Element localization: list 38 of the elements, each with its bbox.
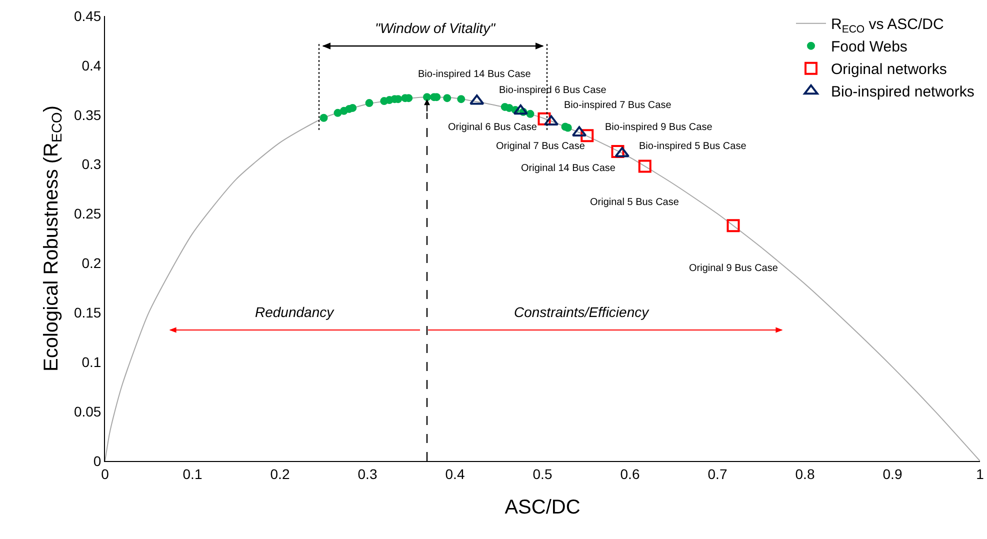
y-tick-label: 0.2 — [82, 255, 102, 272]
legend-label: R$_{ECO}$ vs ASC/DC — [831, 16, 944, 36]
y-tick-label: 0.25 — [74, 206, 102, 222]
y-tick-label: 0.4 — [82, 57, 102, 74]
legend-label: Original networks — [831, 61, 947, 78]
y-tick-label: 0.3 — [82, 156, 102, 172]
x-tick-label: 0.1 — [182, 466, 202, 482]
y-tick-label: 0.15 — [74, 304, 102, 321]
x-tick-label: 0.7 — [708, 466, 728, 482]
annotation: Original 14 Bus Case — [521, 163, 616, 174]
x-tick-label: 0.2 — [270, 466, 290, 482]
annotation: Bio-inspired 7 Bus Case — [564, 100, 672, 111]
y-tick-label: 0.1 — [82, 354, 102, 370]
x-tick-label: 0.6 — [620, 466, 640, 482]
annotation: Original 6 Bus Case — [448, 122, 538, 133]
x-tick-label: 0.8 — [795, 466, 815, 482]
y-tick-label: 0.45 — [74, 8, 102, 24]
legend-label: Food Webs — [831, 38, 908, 56]
y-tick-label: 0 — [93, 452, 102, 469]
annotation: "Window of Vitality" — [375, 20, 496, 36]
annotation: Bio-inspired 14 Bus Case — [418, 69, 532, 80]
annotation: Original 9 Bus Case — [689, 263, 778, 274]
x-tick-label: 0.5 — [532, 466, 552, 482]
legend-label: Bio-inspired networks — [831, 84, 974, 101]
x-axis-title: ASC/DC — [504, 496, 580, 518]
annotation: Redundancy — [255, 304, 335, 320]
annotation: Constraints/Efficiency — [514, 304, 650, 320]
annotation: Bio-inspired 9 Bus Case — [605, 122, 713, 133]
y-tick-label: 0.05 — [74, 403, 102, 420]
y-tick-label: 0.35 — [74, 106, 102, 123]
annotation: Original 7 Bus Case — [496, 141, 586, 152]
annotation: Original 5 Bus Case — [590, 197, 680, 208]
x-tick-label: 0.9 — [882, 466, 902, 482]
annotation: Bio-inspired 6 Bus Case — [499, 85, 607, 96]
x-tick-label: 1 — [976, 466, 984, 482]
annotation: Bio-inspired 5 Bus Case — [639, 141, 747, 152]
x-tick-label: 0.4 — [445, 466, 465, 482]
x-tick-label: 0.3 — [358, 466, 378, 482]
